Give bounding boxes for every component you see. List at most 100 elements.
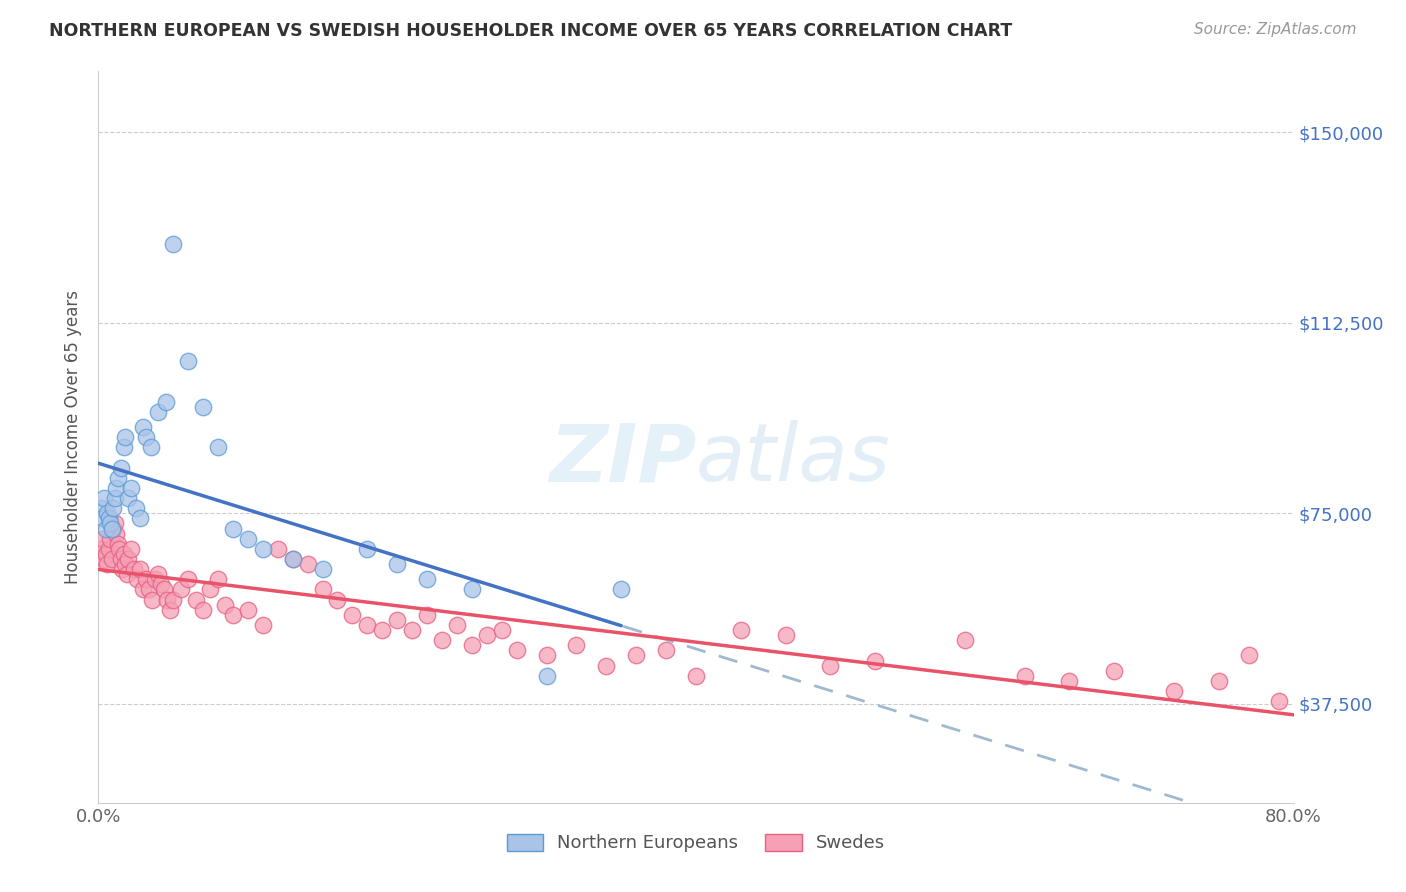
Point xyxy=(311,562,333,576)
Point xyxy=(98,532,122,546)
Point xyxy=(104,516,127,531)
Point xyxy=(1267,694,1289,708)
Point xyxy=(129,511,152,525)
Point xyxy=(177,572,200,586)
Point xyxy=(461,638,484,652)
Point xyxy=(461,582,484,597)
Point xyxy=(1059,673,1081,688)
Point xyxy=(865,654,887,668)
Point xyxy=(281,552,304,566)
Point xyxy=(430,633,453,648)
Point xyxy=(96,557,118,571)
Point xyxy=(90,541,112,556)
Point xyxy=(135,572,157,586)
Point xyxy=(135,430,157,444)
Point xyxy=(159,603,181,617)
Point xyxy=(91,532,114,546)
Point xyxy=(416,572,439,586)
Point xyxy=(595,658,617,673)
Point xyxy=(90,501,112,516)
Point xyxy=(124,562,146,576)
Point xyxy=(1208,673,1230,688)
Point xyxy=(1237,648,1260,663)
Point xyxy=(536,669,558,683)
Point xyxy=(148,567,170,582)
Point xyxy=(91,511,114,525)
Point xyxy=(169,582,191,597)
Point xyxy=(103,501,125,516)
Point xyxy=(214,598,236,612)
Point xyxy=(148,405,170,419)
Point xyxy=(200,582,222,597)
Point xyxy=(267,541,290,556)
Point xyxy=(536,648,558,663)
Point xyxy=(953,633,976,648)
Point xyxy=(281,552,304,566)
Point xyxy=(252,541,274,556)
Point xyxy=(115,567,138,582)
Point xyxy=(97,541,120,556)
Point xyxy=(685,669,707,683)
Point xyxy=(129,562,152,576)
Point xyxy=(222,607,245,622)
Text: Source: ZipAtlas.com: Source: ZipAtlas.com xyxy=(1194,22,1357,37)
Text: atlas: atlas xyxy=(696,420,891,498)
Point xyxy=(132,420,155,434)
Point xyxy=(114,430,136,444)
Point xyxy=(475,628,498,642)
Point xyxy=(132,582,155,597)
Point xyxy=(491,623,513,637)
Point xyxy=(104,491,127,505)
Point xyxy=(385,613,409,627)
Point xyxy=(114,557,136,571)
Point xyxy=(125,501,148,516)
Point xyxy=(141,592,163,607)
Point xyxy=(177,354,200,368)
Point xyxy=(297,557,319,571)
Point xyxy=(112,440,135,454)
Point xyxy=(252,618,274,632)
Point xyxy=(120,481,142,495)
Legend: Northern Europeans, Swedes: Northern Europeans, Swedes xyxy=(499,826,893,860)
Point xyxy=(143,572,166,586)
Point xyxy=(150,577,173,591)
Point xyxy=(120,541,142,556)
Point xyxy=(446,618,468,632)
Point xyxy=(105,481,128,495)
Point xyxy=(191,400,214,414)
Point xyxy=(117,552,139,566)
Point xyxy=(610,582,633,597)
Point xyxy=(138,582,160,597)
Point xyxy=(236,532,259,546)
Point xyxy=(101,521,124,535)
Point xyxy=(153,582,176,597)
Point xyxy=(156,592,179,607)
Point xyxy=(401,623,423,637)
Point xyxy=(117,491,139,505)
Point xyxy=(127,572,149,586)
Point xyxy=(111,562,134,576)
Point xyxy=(94,521,117,535)
Point xyxy=(626,648,648,663)
Point xyxy=(103,521,125,535)
Point xyxy=(1327,739,1350,754)
Point xyxy=(97,511,120,525)
Point xyxy=(184,592,207,607)
Point xyxy=(93,552,115,566)
Point xyxy=(110,552,132,566)
Text: ZIP: ZIP xyxy=(548,420,696,498)
Point xyxy=(326,592,349,607)
Point xyxy=(155,394,177,409)
Point xyxy=(162,237,184,252)
Point xyxy=(98,516,122,531)
Point xyxy=(110,460,132,475)
Point xyxy=(207,440,229,454)
Point xyxy=(311,582,333,597)
Point xyxy=(1104,664,1126,678)
Point xyxy=(191,603,214,617)
Point xyxy=(101,552,124,566)
Y-axis label: Householder Income Over 65 years: Householder Income Over 65 years xyxy=(65,290,83,584)
Point xyxy=(565,638,588,652)
Point xyxy=(236,603,259,617)
Point xyxy=(162,592,184,607)
